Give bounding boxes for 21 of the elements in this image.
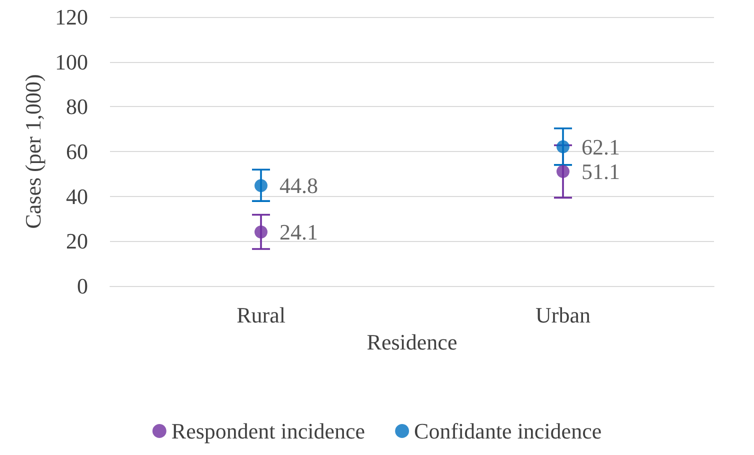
point: [254, 225, 268, 238]
y-axis-title: Cases (per 1,000): [20, 74, 46, 229]
x-tick-label: Urban: [536, 302, 590, 328]
y-tick-label: 20: [66, 228, 88, 254]
y-tick-label: 80: [66, 94, 88, 120]
data-label: 51.1: [582, 158, 620, 184]
data-label: 44.8: [280, 173, 318, 198]
y-tick-label: 100: [55, 49, 88, 74]
data-label: 24.1: [280, 219, 318, 244]
point: [254, 179, 268, 192]
y-tick-label: 60: [66, 139, 88, 164]
point: [556, 164, 570, 178]
legend-label: Confidante incidence: [414, 418, 602, 444]
legend-label: Respondent incidence: [171, 418, 366, 444]
y-tick-label: 0: [77, 274, 88, 298]
x-tick-label: Rural: [236, 302, 286, 328]
point: [556, 140, 570, 154]
data-label: 62.1: [582, 134, 620, 160]
y-tick-label: 120: [55, 4, 88, 30]
y-tick-label: 40: [66, 184, 88, 209]
x-axis-title: Residence: [366, 329, 458, 354]
